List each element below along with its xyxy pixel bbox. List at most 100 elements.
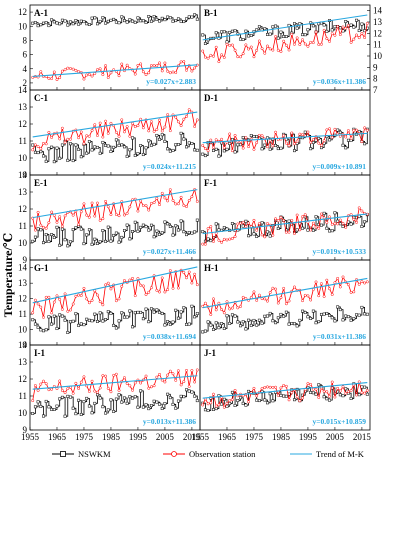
data-point-nswkm bbox=[203, 408, 207, 412]
data-point-observation bbox=[47, 77, 51, 80]
data-point-observation bbox=[228, 398, 232, 402]
data-point-nswkm bbox=[50, 18, 54, 22]
data-point-nswkm bbox=[282, 35, 286, 38]
data-point-nswkm bbox=[98, 19, 102, 23]
data-point-observation bbox=[66, 387, 70, 391]
data-point-observation bbox=[239, 305, 242, 308]
data-point-nswkm bbox=[31, 239, 35, 243]
data-point-observation bbox=[63, 292, 67, 296]
data-point-nswkm bbox=[346, 315, 350, 319]
data-point-nswkm bbox=[179, 310, 183, 314]
data-point-observation bbox=[363, 126, 367, 130]
data-point-observation bbox=[104, 374, 108, 378]
data-point-nswkm bbox=[120, 400, 124, 404]
data-point-observation bbox=[82, 142, 86, 145]
data-point-observation bbox=[274, 385, 278, 389]
data-point-nswkm bbox=[122, 396, 126, 400]
panel-label: E-1 bbox=[34, 178, 48, 188]
data-point-nswkm bbox=[249, 134, 253, 137]
data-point-nswkm bbox=[319, 312, 323, 316]
y-tick-label: 14 bbox=[18, 170, 28, 180]
data-point-nswkm bbox=[52, 160, 56, 164]
data-point-nswkm bbox=[117, 21, 121, 25]
data-point-nswkm bbox=[328, 229, 331, 233]
data-point-observation bbox=[230, 237, 234, 240]
data-point-nswkm bbox=[44, 159, 48, 163]
data-point-nswkm bbox=[190, 390, 194, 394]
data-point-observation bbox=[149, 120, 153, 124]
data-point-observation bbox=[301, 38, 304, 42]
data-point-nswkm bbox=[363, 385, 367, 389]
data-point-nswkm bbox=[122, 229, 126, 232]
data-point-observation bbox=[160, 69, 164, 73]
data-point-observation bbox=[209, 401, 213, 405]
data-point-nswkm bbox=[136, 16, 140, 20]
data-point-observation bbox=[201, 403, 205, 407]
data-point-nswkm bbox=[158, 232, 161, 236]
data-point-nswkm bbox=[255, 28, 259, 32]
data-point-nswkm bbox=[66, 244, 70, 248]
data-point-nswkm bbox=[268, 234, 272, 238]
data-point-nswkm bbox=[187, 230, 191, 234]
data-point-nswkm bbox=[128, 395, 132, 399]
x-tick-label: 1985 bbox=[102, 432, 121, 442]
data-point-observation bbox=[36, 210, 40, 214]
data-point-nswkm bbox=[236, 143, 240, 147]
data-point-nswkm bbox=[66, 331, 70, 334]
data-point-nswkm bbox=[77, 22, 81, 26]
data-point-nswkm bbox=[349, 23, 353, 27]
data-point-nswkm bbox=[266, 314, 269, 318]
data-point-observation bbox=[276, 48, 280, 52]
data-point-observation bbox=[60, 224, 64, 228]
data-point-observation bbox=[82, 375, 86, 379]
data-point-observation bbox=[104, 119, 108, 123]
data-point-observation bbox=[249, 45, 253, 49]
data-point-nswkm bbox=[42, 329, 45, 333]
data-point-nswkm bbox=[236, 320, 240, 324]
data-point-nswkm bbox=[158, 137, 161, 141]
data-point-observation bbox=[66, 66, 70, 70]
data-point-observation bbox=[152, 201, 156, 205]
data-point-observation bbox=[230, 398, 234, 402]
data-point-nswkm bbox=[244, 29, 248, 33]
trend-line bbox=[32, 189, 198, 219]
data-point-observation bbox=[236, 222, 240, 226]
data-point-nswkm bbox=[74, 226, 78, 230]
data-point-nswkm bbox=[341, 143, 345, 147]
data-point-nswkm bbox=[185, 322, 188, 326]
data-point-nswkm bbox=[171, 402, 175, 406]
data-point-nswkm bbox=[214, 222, 218, 226]
data-point-nswkm bbox=[182, 395, 186, 399]
data-point-nswkm bbox=[60, 227, 64, 231]
data-point-observation bbox=[274, 35, 278, 39]
legend-item: Observation station bbox=[163, 449, 256, 459]
data-point-nswkm bbox=[69, 142, 72, 146]
data-point-observation bbox=[125, 63, 129, 67]
data-point-nswkm bbox=[228, 30, 232, 34]
data-point-observation bbox=[152, 384, 156, 388]
data-point-observation bbox=[338, 285, 342, 289]
data-point-nswkm bbox=[96, 145, 99, 149]
data-point-observation bbox=[182, 60, 186, 63]
data-point-observation bbox=[220, 137, 224, 141]
data-point-observation bbox=[160, 129, 164, 133]
data-point-nswkm bbox=[128, 148, 132, 152]
data-point-observation bbox=[104, 283, 108, 287]
data-point-observation bbox=[260, 47, 264, 50]
data-point-observation bbox=[106, 205, 110, 209]
data-point-observation bbox=[74, 68, 78, 72]
data-point-nswkm bbox=[349, 318, 353, 322]
data-point-observation bbox=[90, 298, 94, 302]
data-point-observation bbox=[263, 386, 267, 389]
data-point-nswkm bbox=[187, 322, 191, 326]
data-point-observation bbox=[47, 221, 51, 225]
data-point-nswkm bbox=[279, 146, 283, 150]
trend-equation: y=0.024x+11.215 bbox=[143, 162, 196, 171]
series-line-observation bbox=[32, 109, 198, 151]
data-point-nswkm bbox=[341, 318, 345, 322]
data-point-nswkm bbox=[79, 155, 83, 159]
data-point-observation bbox=[344, 135, 348, 139]
data-point-observation bbox=[60, 126, 64, 130]
data-point-observation bbox=[206, 402, 210, 406]
data-point-observation bbox=[106, 131, 110, 135]
